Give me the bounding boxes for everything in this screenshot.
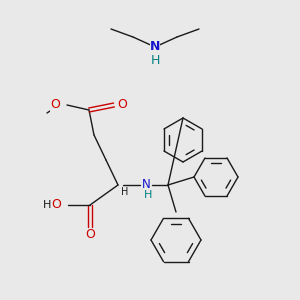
Text: H: H — [43, 200, 51, 210]
Text: O: O — [50, 98, 60, 112]
Text: N: N — [150, 40, 160, 53]
Text: O: O — [117, 98, 127, 112]
Text: O: O — [85, 229, 95, 242]
Text: H: H — [121, 187, 128, 197]
Text: H: H — [144, 190, 152, 200]
Text: N: N — [142, 178, 150, 190]
Text: H: H — [150, 53, 160, 67]
Text: O: O — [51, 199, 61, 212]
